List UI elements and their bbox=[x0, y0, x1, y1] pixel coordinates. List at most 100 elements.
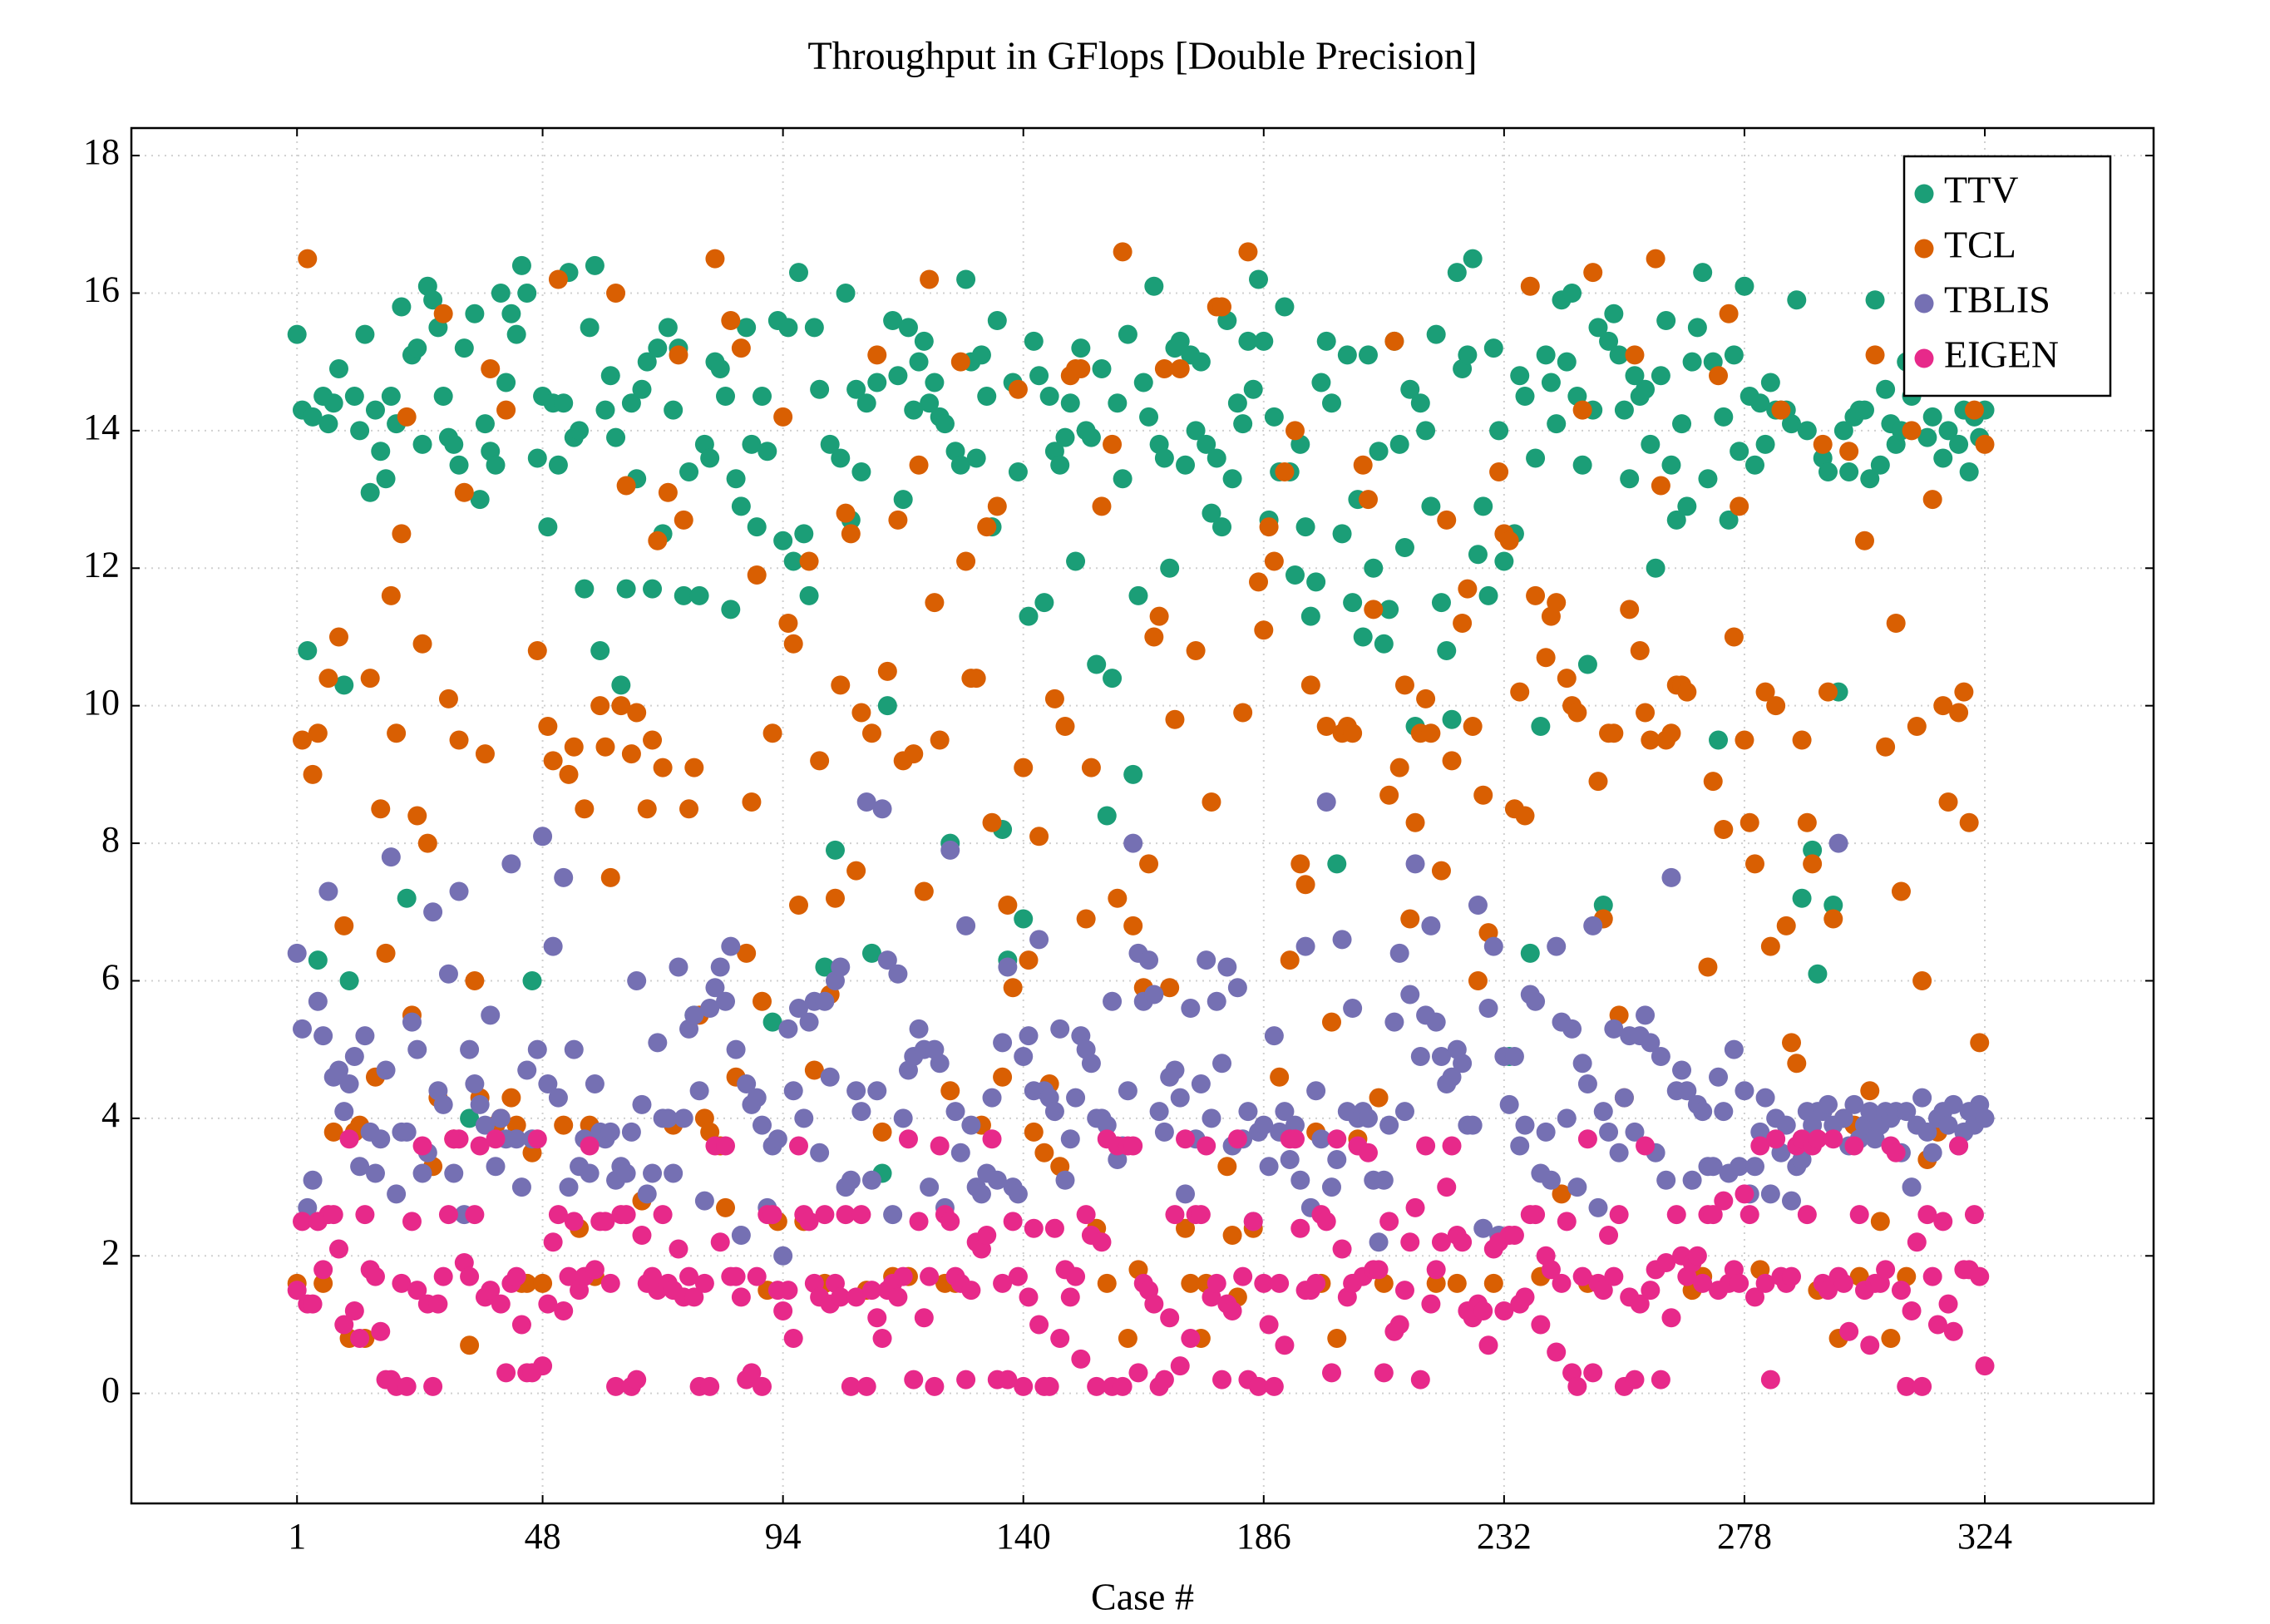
point bbox=[1024, 1218, 1044, 1238]
point bbox=[726, 1039, 746, 1059]
point bbox=[1588, 318, 1608, 338]
point bbox=[1300, 675, 1320, 695]
point bbox=[1547, 936, 1567, 956]
point bbox=[705, 978, 725, 998]
point bbox=[1922, 1266, 1942, 1286]
point bbox=[867, 345, 887, 365]
point bbox=[1703, 1205, 1723, 1225]
point bbox=[1321, 393, 1341, 413]
point bbox=[1797, 812, 1817, 832]
point bbox=[1808, 1129, 1828, 1149]
point bbox=[632, 1225, 652, 1245]
point bbox=[1922, 407, 1942, 427]
point bbox=[940, 1081, 960, 1101]
point bbox=[851, 462, 871, 481]
point bbox=[856, 393, 876, 413]
point bbox=[1719, 510, 1739, 530]
point bbox=[1259, 1157, 1279, 1177]
point bbox=[956, 269, 976, 289]
point bbox=[648, 338, 668, 358]
y-tick-label: 0 bbox=[101, 1370, 120, 1410]
point bbox=[971, 1184, 991, 1204]
point bbox=[1431, 1046, 1451, 1066]
point bbox=[1494, 1301, 1514, 1320]
point bbox=[1217, 1157, 1237, 1177]
point bbox=[1730, 442, 1749, 462]
point bbox=[1311, 373, 1331, 392]
point bbox=[543, 751, 563, 771]
point bbox=[1410, 393, 1430, 413]
point bbox=[1202, 1108, 1221, 1128]
point bbox=[1541, 1260, 1561, 1280]
point bbox=[538, 1294, 558, 1314]
point bbox=[1672, 414, 1692, 434]
point bbox=[1165, 1205, 1185, 1225]
point bbox=[669, 1239, 688, 1259]
point bbox=[1092, 358, 1112, 378]
point bbox=[1499, 531, 1519, 550]
point bbox=[606, 427, 626, 447]
point bbox=[674, 510, 693, 530]
point bbox=[433, 304, 453, 323]
point bbox=[1917, 1122, 1937, 1142]
point bbox=[1927, 1315, 1947, 1335]
point bbox=[323, 393, 343, 413]
point bbox=[1912, 1376, 1932, 1396]
point bbox=[449, 1129, 469, 1149]
point bbox=[365, 400, 385, 420]
point bbox=[564, 737, 584, 757]
point bbox=[1975, 1108, 1995, 1128]
point bbox=[522, 970, 542, 990]
point bbox=[1332, 524, 1352, 544]
point bbox=[318, 414, 338, 434]
point bbox=[861, 723, 881, 743]
point bbox=[1599, 1122, 1619, 1142]
point bbox=[585, 1260, 605, 1280]
point bbox=[1405, 1197, 1425, 1217]
point bbox=[1964, 400, 1984, 420]
point bbox=[1636, 703, 1656, 723]
point bbox=[940, 840, 960, 860]
point bbox=[1270, 1273, 1290, 1293]
point bbox=[1343, 723, 1363, 743]
point bbox=[669, 957, 688, 977]
point bbox=[1133, 373, 1153, 392]
point bbox=[486, 1157, 506, 1177]
point bbox=[1949, 1136, 1969, 1156]
point bbox=[1760, 936, 1780, 956]
point bbox=[1891, 1281, 1911, 1301]
point bbox=[460, 1039, 480, 1059]
point bbox=[1254, 331, 1274, 351]
point bbox=[1860, 1081, 1880, 1101]
point bbox=[1123, 764, 1143, 784]
point bbox=[621, 1122, 641, 1142]
point bbox=[318, 669, 338, 689]
point bbox=[643, 1163, 663, 1183]
point bbox=[554, 867, 574, 887]
point bbox=[1897, 1102, 1917, 1122]
point bbox=[1071, 338, 1091, 358]
point bbox=[998, 896, 1018, 916]
point bbox=[1787, 290, 1807, 310]
point bbox=[428, 1294, 448, 1314]
point bbox=[580, 1163, 600, 1183]
point bbox=[1808, 964, 1828, 984]
point bbox=[987, 311, 1007, 331]
point bbox=[506, 1115, 526, 1135]
point bbox=[496, 400, 516, 420]
point bbox=[1938, 1294, 1958, 1314]
point bbox=[1426, 324, 1446, 344]
point bbox=[1703, 772, 1723, 792]
point bbox=[1165, 709, 1185, 729]
point bbox=[1687, 1246, 1707, 1266]
point bbox=[1609, 1205, 1629, 1225]
point bbox=[1029, 1315, 1049, 1335]
point bbox=[564, 1039, 584, 1059]
point bbox=[1379, 785, 1399, 805]
point bbox=[1876, 1260, 1896, 1280]
point bbox=[1212, 1370, 1232, 1390]
point bbox=[460, 1108, 480, 1128]
point bbox=[1468, 970, 1488, 990]
point bbox=[1489, 462, 1509, 481]
point bbox=[1630, 1294, 1650, 1314]
